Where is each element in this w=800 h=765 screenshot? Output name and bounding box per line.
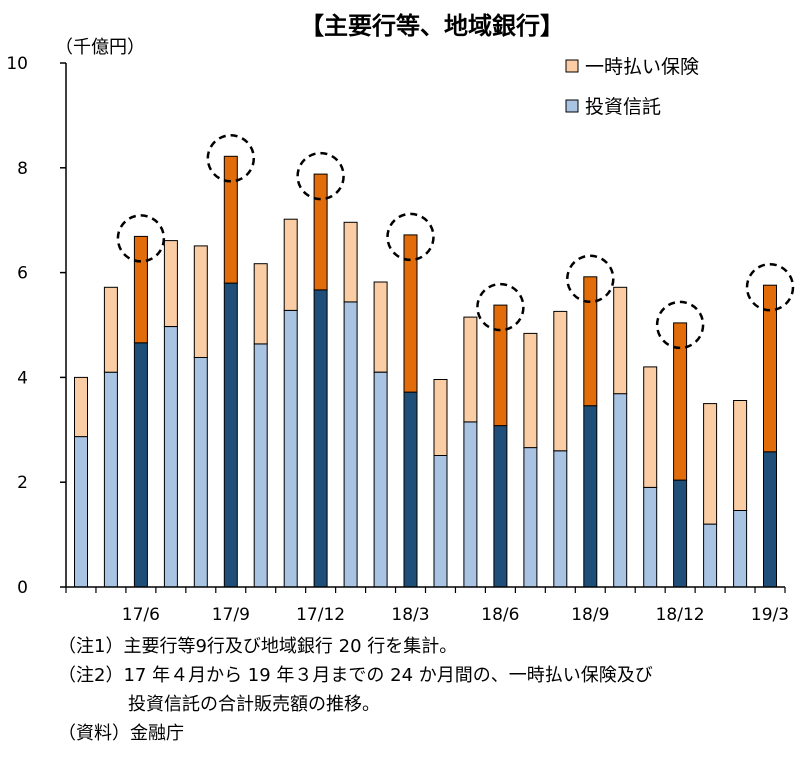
x-tick-label-19-3: 19/3: [751, 605, 789, 625]
bar-investment-trust-16: [553, 450, 568, 588]
bar-investment-trust-14: [493, 425, 508, 588]
bar-insurance-15: [523, 332, 538, 449]
bar-investment-trust-5: [223, 282, 238, 588]
bar-investment-trust-22: [733, 510, 748, 588]
y-tick-label-10: 10: [6, 54, 28, 74]
y-tick-label-4: 4: [17, 368, 28, 388]
legend-label-1: 投資信託: [585, 96, 661, 118]
bar-insurance-5: [223, 155, 238, 284]
bar-investment-trust-17: [583, 405, 598, 588]
x-tick-label-18-9: 18/9: [571, 605, 609, 625]
chart-title: 【主要行等、地域銀行】: [300, 12, 564, 40]
bar-investment-trust-18: [613, 393, 628, 588]
source-note: （資料）金融庁: [58, 723, 184, 744]
x-tick-label-18-12: 18/12: [656, 605, 705, 625]
highlight-circle-17: [566, 254, 615, 304]
y-tick-label-8: 8: [17, 159, 28, 179]
bar-insurance-8: [313, 173, 328, 291]
bars: [74, 155, 777, 588]
x-tick-label-17-12: 17/12: [296, 605, 345, 625]
bar-investment-trust-11: [403, 391, 418, 588]
bar-investment-trust-13: [463, 421, 478, 588]
note-2: （注2）17 年４月から 19 年３月までの 24 か月間の、一時払い保険及び: [58, 665, 653, 686]
bar-insurance-1: [103, 286, 118, 373]
bar-investment-trust-21: [703, 523, 718, 588]
x-tick-label-18-6: 18/6: [481, 605, 519, 625]
y-tick-label-2: 2: [17, 473, 28, 493]
bar-insurance-7: [283, 218, 298, 311]
bar-insurance-0: [74, 376, 88, 438]
highlight-circle-2: [116, 214, 166, 263]
bar-insurance-17: [583, 276, 598, 407]
highlight-circle-14: [476, 282, 525, 332]
bar-investment-trust-4: [193, 357, 208, 588]
bar-insurance-22: [733, 400, 748, 511]
bar-investment-trust-19: [643, 486, 658, 588]
bar-investment-trust-23: [763, 451, 777, 588]
bar-investment-trust-10: [373, 371, 388, 588]
highlight-circle-11: [386, 212, 435, 262]
bar-investment-trust-8: [313, 289, 328, 588]
highlight-circle-23: [745, 262, 795, 312]
x-tick-label-17-9: 17/9: [212, 605, 250, 625]
legend-label-0: 一時払い保険: [585, 56, 699, 78]
bar-insurance-10: [373, 281, 388, 373]
bar-insurance-12: [433, 379, 448, 456]
bar-insurance-23: [763, 284, 777, 453]
bar-investment-trust-1: [103, 371, 118, 588]
highlight-circle-5: [206, 134, 256, 183]
bar-investment-trust-12: [433, 455, 448, 588]
bar-investment-trust-2: [133, 342, 148, 588]
bar-insurance-4: [193, 245, 208, 358]
x-tick-label-18-3: 18/3: [391, 605, 429, 625]
bar-investment-trust-0: [74, 436, 88, 588]
bar-investment-trust-7: [283, 309, 298, 588]
bar-insurance-18: [613, 286, 628, 395]
highlight-circles: [116, 134, 795, 350]
bar-insurance-21: [703, 403, 718, 525]
highlight-circle-8: [296, 151, 345, 201]
bar-investment-trust-20: [673, 479, 688, 588]
bar-insurance-20: [673, 322, 688, 481]
bar-investment-trust-15: [523, 447, 538, 588]
bar-insurance-19: [643, 366, 658, 488]
bar-insurance-6: [253, 263, 268, 345]
notes: （注1）主要行等9行及び地域銀行 20 行を集計。 （注2）17 年４月から 1…: [58, 632, 788, 748]
bar-insurance-11: [403, 234, 418, 393]
y-tick-label-0: 0: [17, 578, 28, 598]
legend-swatch-0: [565, 59, 579, 73]
axes: 0 2 4 6 8 10 17/6 17/9 17/12 18/3 18/6 18/9 18/12 19/…: [6, 54, 789, 625]
legend-swatch-1: [565, 99, 579, 113]
bar-insurance-2: [133, 235, 148, 344]
bar-insurance-14: [493, 304, 508, 427]
bar-insurance-13: [463, 316, 478, 423]
bar-investment-trust-3: [163, 326, 178, 588]
highlight-circle-20: [655, 300, 705, 350]
bar-investment-trust-6: [253, 343, 268, 588]
y-tick-label-6: 6: [17, 264, 28, 284]
note-1: （注1）主要行等9行及び地域銀行 20 行を集計。: [58, 636, 458, 657]
x-tick-label-17-6: 17/6: [122, 605, 160, 625]
bar-insurance-9: [343, 221, 358, 303]
bar-investment-trust-9: [343, 301, 358, 588]
bar-insurance-3: [163, 240, 178, 328]
y-axis-label: （千億円）: [55, 37, 145, 58]
note-2-continued: 投資信託の合計販売額の推移。: [128, 694, 380, 715]
bar-insurance-16: [553, 310, 568, 452]
